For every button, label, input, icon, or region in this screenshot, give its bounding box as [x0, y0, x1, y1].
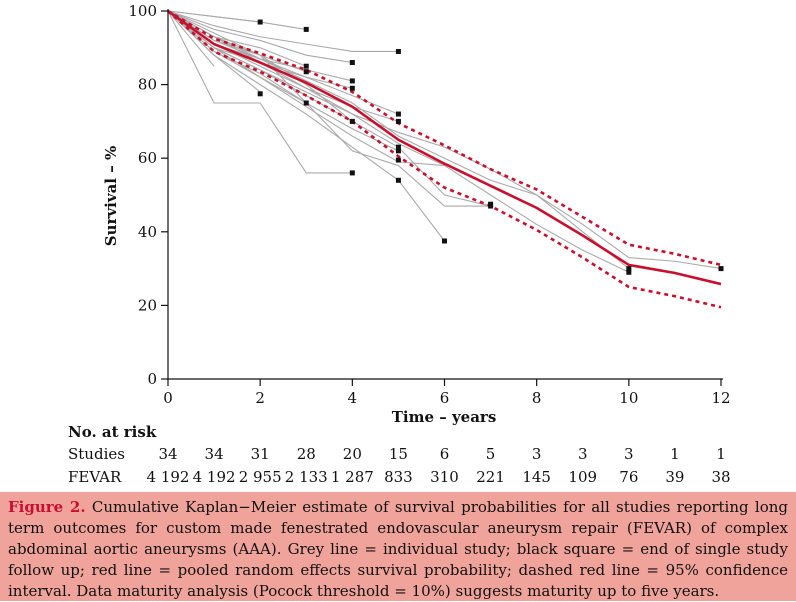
study-line-3: [167, 10, 399, 53]
pooled-line: [167, 9, 722, 286]
risk-value: 1: [716, 445, 726, 463]
end-marker-4: [349, 60, 355, 66]
risk-value: 109: [568, 468, 597, 486]
end-marker-3: [395, 48, 401, 54]
risk-value: 6: [440, 445, 450, 463]
end-marker-1: [257, 19, 263, 25]
risk-value: 1: [670, 445, 680, 463]
number-at-risk-table: No. at risk Studies 34 34 31 28 20 15 6 5 3 3 3 1 1FE…: [68, 423, 731, 486]
end-marker-21: [442, 238, 447, 244]
risk-value: 221: [476, 468, 505, 486]
end-marker-22: [626, 266, 632, 272]
y-tick-label: 80: [138, 76, 157, 94]
risk-value: 310: [430, 468, 459, 486]
figure-label: Figure 2.: [8, 498, 86, 516]
study-line-13: [167, 10, 399, 115]
end-marker-23: [626, 269, 632, 275]
figure-caption: Figure 2. Cumulative Kaplan−Meier estima…: [0, 492, 796, 601]
y-tick-label: 100: [128, 2, 157, 20]
risk-value: 145: [522, 468, 551, 486]
end-marker-12: [395, 118, 401, 124]
x-tick-label: 12: [711, 389, 730, 407]
x-tick-label: 6: [440, 389, 450, 407]
study-line-19: [167, 10, 353, 174]
end-marker-2: [303, 26, 309, 32]
caption-text: Cumulative Kaplan−Meier estimate of surv…: [8, 498, 788, 600]
risk-value: 4 192: [193, 468, 236, 486]
risk-value: 39: [665, 468, 684, 486]
risk-value: 34: [158, 445, 177, 463]
confidence-interval-lines: [167, 9, 722, 309]
risk-value: 38: [711, 468, 730, 486]
risk-table-header: No. at risk: [68, 423, 157, 441]
risk-value: 3: [532, 445, 542, 463]
end-marker-20: [488, 203, 494, 209]
risk-value: 76: [619, 468, 638, 486]
y-tick-label: 0: [147, 370, 157, 388]
end-marker-8: [349, 85, 355, 91]
risk-value: 2 955: [239, 468, 282, 486]
risk-value: 15: [389, 445, 408, 463]
risk-row-label: Studies: [68, 445, 125, 463]
end-marker-6: [303, 69, 309, 75]
end-marker-15: [395, 148, 401, 154]
end-of-follow-up-markers: [257, 19, 724, 275]
risk-value: 28: [297, 445, 316, 463]
y-axis-label: Survival – %: [102, 146, 120, 246]
study-line-4: [167, 10, 353, 64]
risk-value: 833: [384, 468, 413, 486]
risk-value: 3: [624, 445, 634, 463]
ci-lower-line: [167, 10, 722, 309]
end-marker-17: [349, 170, 355, 176]
risk-value: 2 133: [285, 468, 328, 486]
risk-value: 4 192: [147, 468, 190, 486]
end-marker-16: [395, 157, 401, 163]
x-tick-label: 8: [532, 389, 542, 407]
risk-row-label: FEVAR: [68, 468, 122, 486]
end-marker-18: [395, 177, 401, 183]
study-line-18: [167, 10, 445, 242]
axes: 0 20 40 60 80 100 0 2 4 6 8 10 12: [128, 2, 730, 407]
study-lines: [167, 10, 722, 273]
y-tick-label: 40: [138, 223, 157, 241]
end-marker-9: [257, 91, 263, 97]
x-axis-label: Time – years: [392, 408, 497, 426]
pooled-survival-line: [167, 9, 722, 286]
study-line-2: [167, 10, 261, 23]
risk-value: 5: [486, 445, 496, 463]
end-marker-11: [395, 111, 401, 117]
x-tick-label: 4: [348, 389, 358, 407]
study-line-20: [167, 10, 491, 207]
study-line-22: [167, 10, 722, 270]
end-marker-24: [718, 266, 724, 272]
study-line-21: [167, 10, 630, 270]
y-tick-label: 60: [138, 149, 157, 167]
risk-value: 31: [251, 445, 270, 463]
survival-chart: 0 20 40 60 80 100 0 2 4 6 8 10 12 Time – years Survi…: [68, 2, 731, 486]
x-tick-label: 10: [619, 389, 638, 407]
end-marker-13: [349, 118, 355, 124]
risk-value: 34: [205, 445, 224, 463]
risk-value: 3: [578, 445, 588, 463]
ci-upper-line: [167, 9, 722, 267]
end-marker-14: [395, 144, 401, 150]
risk-value: 20: [343, 445, 362, 463]
study-line-12: [167, 10, 215, 67]
x-tick-label: 2: [255, 389, 265, 407]
risk-value: 1 287: [331, 468, 374, 486]
study-line-23: [167, 10, 630, 273]
end-marker-10: [303, 100, 309, 106]
x-tick-label: 0: [163, 389, 173, 407]
end-marker-5: [303, 63, 309, 69]
end-marker-7: [349, 78, 355, 84]
y-tick-label: 20: [138, 296, 157, 314]
